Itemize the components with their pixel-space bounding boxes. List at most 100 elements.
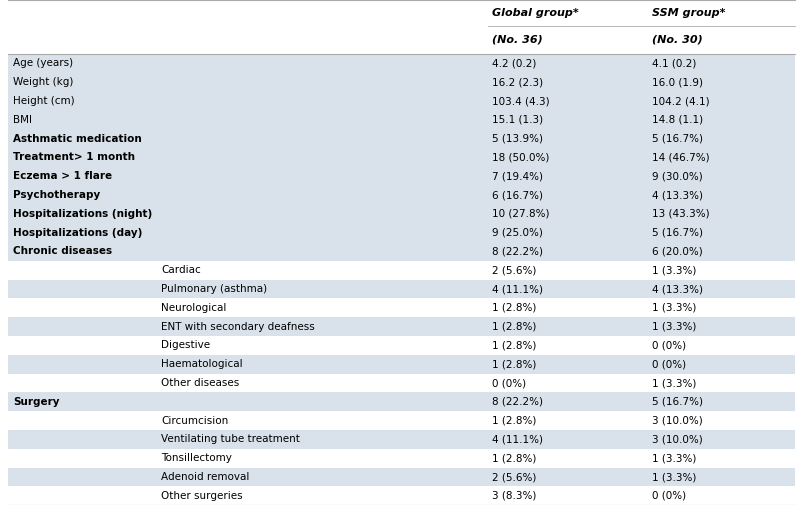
Bar: [8, 223, 795, 242]
Text: Treatment> 1 month: Treatment> 1 month: [13, 153, 135, 163]
Text: Weight (kg): Weight (kg): [13, 77, 74, 87]
Text: (No. 36): (No. 36): [492, 35, 543, 45]
Text: 10 (27.8%): 10 (27.8%): [492, 209, 549, 219]
Bar: [8, 449, 795, 468]
Text: 16.0 (1.9): 16.0 (1.9): [652, 77, 703, 87]
Bar: [8, 111, 795, 129]
Text: Cardiac: Cardiac: [161, 265, 201, 275]
Text: 1 (2.8%): 1 (2.8%): [492, 359, 537, 369]
Text: 1 (2.8%): 1 (2.8%): [492, 303, 537, 313]
Text: 0 (0%): 0 (0%): [652, 491, 686, 501]
Text: Circumcision: Circumcision: [161, 416, 228, 426]
Text: 0 (0%): 0 (0%): [652, 359, 686, 369]
Bar: [8, 392, 795, 411]
Text: Hospitalizations (day): Hospitalizations (day): [13, 228, 143, 237]
Text: Global group*: Global group*: [492, 8, 579, 18]
Text: 13 (43.3%): 13 (43.3%): [652, 209, 710, 219]
Text: Haematological: Haematological: [161, 359, 243, 369]
Text: 4 (11.1%): 4 (11.1%): [492, 434, 543, 444]
Text: Chronic diseases: Chronic diseases: [13, 246, 112, 257]
Text: 1 (3.3%): 1 (3.3%): [652, 303, 696, 313]
Text: 8 (22.2%): 8 (22.2%): [492, 397, 543, 407]
Text: 1 (2.8%): 1 (2.8%): [492, 340, 537, 350]
Text: 9 (30.0%): 9 (30.0%): [652, 171, 702, 181]
Text: 14 (46.7%): 14 (46.7%): [652, 153, 710, 163]
Text: 8 (22.2%): 8 (22.2%): [492, 246, 543, 257]
Bar: [8, 280, 795, 298]
Bar: [8, 167, 795, 186]
Text: 6 (16.7%): 6 (16.7%): [492, 190, 543, 200]
Text: BMI: BMI: [13, 115, 32, 125]
Bar: [8, 242, 795, 261]
Bar: [8, 205, 795, 223]
Text: 5 (16.7%): 5 (16.7%): [652, 134, 703, 143]
Text: 1 (3.3%): 1 (3.3%): [652, 453, 696, 463]
Text: 16.2 (2.3): 16.2 (2.3): [492, 77, 543, 87]
Text: 1 (3.3%): 1 (3.3%): [652, 378, 696, 388]
Text: 4.1 (0.2): 4.1 (0.2): [652, 59, 696, 68]
Text: Ventilating tube treatment: Ventilating tube treatment: [161, 434, 300, 444]
Bar: [8, 129, 795, 148]
Text: 1 (2.8%): 1 (2.8%): [492, 322, 537, 332]
Text: Neurological: Neurological: [161, 303, 227, 313]
Text: Other diseases: Other diseases: [161, 378, 239, 388]
Bar: [8, 54, 795, 73]
Text: Psychotherapy: Psychotherapy: [13, 190, 100, 200]
Bar: [8, 73, 795, 91]
Text: 1 (3.3%): 1 (3.3%): [652, 322, 696, 332]
Text: Pulmonary (asthma): Pulmonary (asthma): [161, 284, 267, 294]
Text: 14.8 (1.1): 14.8 (1.1): [652, 115, 703, 125]
Text: 1 (2.8%): 1 (2.8%): [492, 416, 537, 426]
Text: 2 (5.6%): 2 (5.6%): [492, 265, 537, 275]
Text: Tonsillectomy: Tonsillectomy: [161, 453, 231, 463]
Text: Other surgeries: Other surgeries: [161, 491, 243, 501]
Text: 4 (13.3%): 4 (13.3%): [652, 284, 703, 294]
Text: 1 (3.3%): 1 (3.3%): [652, 265, 696, 275]
Bar: [8, 430, 795, 449]
Text: (No. 30): (No. 30): [652, 35, 702, 45]
Bar: [8, 186, 795, 205]
Bar: [8, 0, 795, 54]
Text: 4.2 (0.2): 4.2 (0.2): [492, 59, 537, 68]
Bar: [8, 91, 795, 111]
Text: 3 (10.0%): 3 (10.0%): [652, 434, 702, 444]
Text: 0 (0%): 0 (0%): [652, 340, 686, 350]
Text: ENT with secondary deafness: ENT with secondary deafness: [161, 322, 315, 332]
Text: 2 (5.6%): 2 (5.6%): [492, 472, 537, 482]
Text: 18 (50.0%): 18 (50.0%): [492, 153, 549, 163]
Text: Adenoid removal: Adenoid removal: [161, 472, 249, 482]
Text: 1 (3.3%): 1 (3.3%): [652, 472, 696, 482]
Text: Surgery: Surgery: [13, 397, 59, 407]
Bar: [8, 336, 795, 355]
Text: 1 (2.8%): 1 (2.8%): [492, 453, 537, 463]
Bar: [8, 261, 795, 280]
Text: Eczema > 1 flare: Eczema > 1 flare: [13, 171, 112, 181]
Text: 5 (16.7%): 5 (16.7%): [652, 397, 703, 407]
Bar: [8, 317, 795, 336]
Bar: [8, 411, 795, 430]
Bar: [8, 148, 795, 167]
Text: 9 (25.0%): 9 (25.0%): [492, 228, 543, 237]
Text: 6 (20.0%): 6 (20.0%): [652, 246, 702, 257]
Text: 103.4 (4.3): 103.4 (4.3): [492, 96, 549, 106]
Text: 15.1 (1.3): 15.1 (1.3): [492, 115, 543, 125]
Bar: [8, 468, 795, 486]
Text: 3 (8.3%): 3 (8.3%): [492, 491, 537, 501]
Text: 7 (19.4%): 7 (19.4%): [492, 171, 543, 181]
Text: SSM group*: SSM group*: [652, 8, 726, 18]
Bar: [8, 486, 795, 505]
Bar: [8, 355, 795, 374]
Bar: [8, 298, 795, 317]
Text: 4 (11.1%): 4 (11.1%): [492, 284, 543, 294]
Text: 3 (10.0%): 3 (10.0%): [652, 416, 702, 426]
Text: Asthmatic medication: Asthmatic medication: [13, 134, 142, 143]
Text: Height (cm): Height (cm): [13, 96, 74, 106]
Text: 4 (13.3%): 4 (13.3%): [652, 190, 703, 200]
Text: Hospitalizations (night): Hospitalizations (night): [13, 209, 152, 219]
Text: Age (years): Age (years): [13, 59, 73, 68]
Bar: [8, 374, 795, 392]
Text: 5 (16.7%): 5 (16.7%): [652, 228, 703, 237]
Text: 0 (0%): 0 (0%): [492, 378, 526, 388]
Text: 5 (13.9%): 5 (13.9%): [492, 134, 543, 143]
Text: Digestive: Digestive: [161, 340, 210, 350]
